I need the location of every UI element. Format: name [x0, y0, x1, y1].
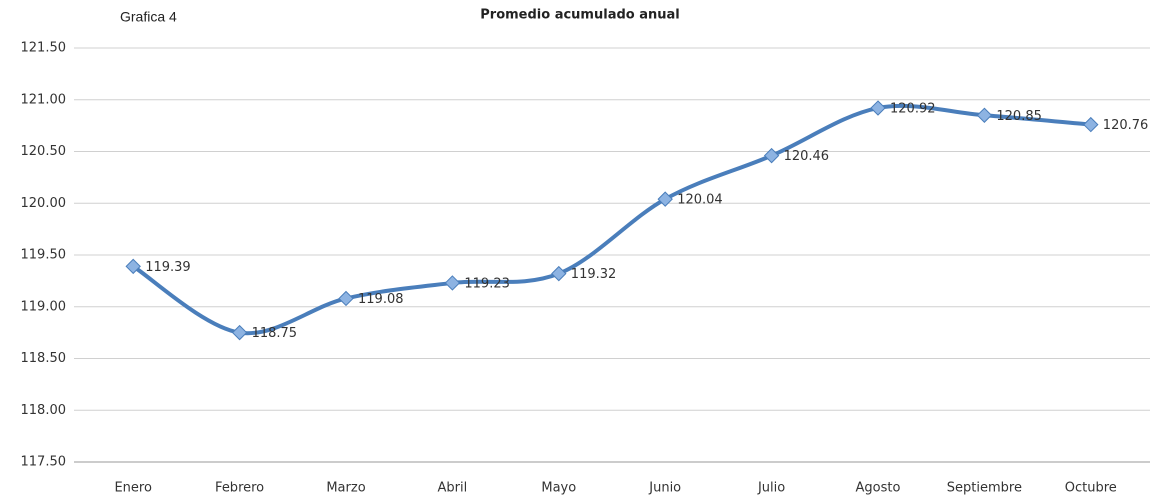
- x-tick-label: Octubre: [1065, 481, 1117, 495]
- marker: [125, 258, 141, 275]
- data-label: 119.32: [571, 267, 617, 282]
- y-tick-label: 119.00: [21, 299, 67, 314]
- marker: [976, 107, 993, 123]
- x-tick-label: Agosto: [856, 481, 901, 495]
- y-tick-label: 120.50: [21, 144, 67, 159]
- marker: [657, 191, 673, 207]
- data-label: 118.75: [252, 326, 298, 341]
- x-tick-label: Abril: [438, 481, 468, 495]
- marker: [870, 100, 886, 116]
- chart-title: Promedio acumulado anual: [480, 8, 680, 23]
- x-tick-label: Enero: [114, 481, 152, 495]
- marker: [231, 324, 248, 341]
- y-tick-label: 118.00: [21, 403, 67, 418]
- marker: [1083, 116, 1099, 133]
- line: [131, 103, 1093, 336]
- y-tick-label: 121.00: [21, 92, 67, 107]
- data-label: 120.46: [784, 149, 830, 164]
- y-tick-label: 118.50: [21, 351, 67, 366]
- data-label: 120.85: [996, 109, 1042, 124]
- data-label: 119.39: [145, 260, 191, 275]
- marker: [763, 147, 780, 164]
- x-tick-label: Septiembre: [947, 481, 1022, 495]
- data-label: 119.23: [464, 276, 510, 291]
- data-label: 120.04: [677, 193, 723, 208]
- y-tick-label: 121.50: [21, 41, 67, 56]
- y-tick-label: 117.50: [21, 455, 67, 470]
- chart-note: Grafica 4: [120, 9, 177, 25]
- y-tick-label: 120.00: [21, 196, 67, 211]
- marker: [444, 275, 461, 291]
- x-tick-label: Mayo: [541, 481, 576, 495]
- data-label: 120.76: [1103, 118, 1149, 133]
- data-label: 120.92: [890, 102, 936, 117]
- data-label: 119.08: [358, 292, 404, 307]
- x-tick-label: Junio: [648, 481, 681, 495]
- marker: [338, 290, 354, 307]
- x-tick-label: Febrero: [215, 481, 264, 495]
- x-tick-label: Marzo: [326, 481, 365, 495]
- marker: [551, 265, 567, 282]
- x-tick-label: Julio: [757, 481, 785, 495]
- y-tick-label: 119.50: [21, 248, 67, 263]
